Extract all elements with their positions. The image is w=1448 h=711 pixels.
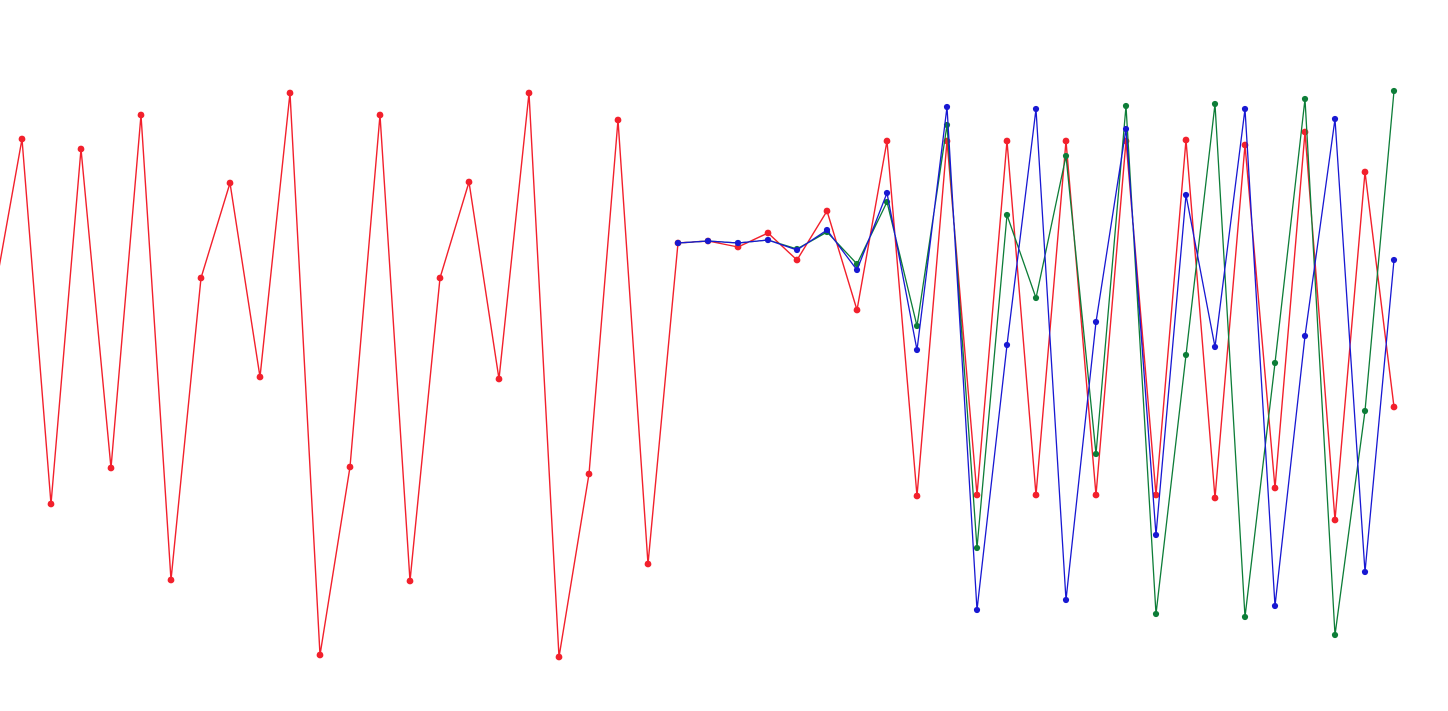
- red-series-marker: [883, 137, 891, 145]
- blue-series-marker: [1062, 596, 1070, 604]
- blue-series-marker: [1182, 191, 1190, 199]
- green-series-marker: [1301, 95, 1309, 103]
- red-series: [0, 89, 1398, 661]
- red-series-marker: [376, 111, 384, 119]
- red-series-marker: [197, 274, 205, 282]
- green-series-marker: [1241, 613, 1249, 621]
- red-series-marker: [1062, 137, 1070, 145]
- green-series-marker: [973, 544, 981, 552]
- red-series-marker: [1271, 484, 1279, 492]
- green-series-marker: [1003, 211, 1011, 219]
- red-series-marker: [77, 145, 85, 153]
- blue-series-marker: [943, 103, 951, 111]
- blue-series-marker: [1361, 568, 1369, 576]
- blue-series-marker: [1211, 343, 1219, 351]
- blue-series-marker: [764, 236, 772, 244]
- red-series-marker: [167, 576, 175, 584]
- red-series-marker: [525, 89, 533, 97]
- green-series-marker: [913, 322, 921, 330]
- red-series-marker: [913, 492, 921, 500]
- green-series-marker: [1032, 294, 1040, 302]
- red-series-marker: [585, 470, 593, 478]
- green-series-marker: [1211, 100, 1219, 108]
- red-series-marker: [1331, 516, 1339, 524]
- green-series-marker: [1092, 450, 1100, 458]
- blue-series-marker: [913, 346, 921, 354]
- blue-series-marker: [853, 266, 861, 274]
- green-series-line: [677, 90, 1395, 636]
- red-series-marker: [256, 373, 264, 381]
- blue-series-marker: [704, 237, 712, 245]
- blue-series-marker: [883, 189, 891, 197]
- blue-series-marker: [674, 239, 682, 247]
- red-series-marker: [973, 491, 981, 499]
- red-series-marker: [47, 500, 55, 508]
- blue-series-marker: [1003, 341, 1011, 349]
- green-series-marker: [1182, 351, 1190, 359]
- red-series-marker: [406, 577, 414, 585]
- blue-series-marker: [1122, 125, 1130, 133]
- blue-series-marker: [1241, 105, 1249, 113]
- blue-series-marker: [973, 606, 981, 614]
- red-series-marker: [1003, 137, 1011, 145]
- red-series-marker: [1211, 494, 1219, 502]
- red-series-marker: [853, 306, 861, 314]
- red-series-marker: [1361, 168, 1369, 176]
- red-series-marker: [465, 178, 473, 186]
- blue-series-marker: [1152, 531, 1160, 539]
- blue-series-marker: [1271, 602, 1279, 610]
- blue-series-marker: [793, 246, 801, 254]
- blue-series: [674, 103, 1398, 614]
- red-series-marker: [1152, 491, 1160, 499]
- red-series-marker: [18, 135, 26, 143]
- red-series-marker: [764, 229, 772, 237]
- green-series-marker: [1152, 610, 1160, 618]
- red-series-marker: [137, 111, 145, 119]
- red-series-marker: [1390, 403, 1398, 411]
- red-series-marker: [614, 116, 622, 124]
- red-series-marker: [436, 274, 444, 282]
- red-series-marker: [823, 207, 831, 215]
- red-series-marker: [1182, 136, 1190, 144]
- green-series-marker: [1122, 102, 1130, 110]
- blue-series-marker: [1301, 332, 1309, 340]
- green-series-marker: [1390, 87, 1398, 95]
- red-series-marker: [316, 651, 324, 659]
- red-series-marker: [1092, 491, 1100, 499]
- red-series-marker: [107, 464, 115, 472]
- red-series-marker: [495, 375, 503, 383]
- green-series: [674, 87, 1398, 639]
- red-series-marker: [793, 256, 801, 264]
- green-series-marker: [1361, 407, 1369, 415]
- blue-series-marker: [1092, 318, 1100, 326]
- red-series-marker: [286, 89, 294, 97]
- blue-series-marker: [1331, 115, 1339, 123]
- green-series-marker: [1271, 359, 1279, 367]
- red-series-marker: [555, 653, 563, 661]
- red-series-marker: [1032, 491, 1040, 499]
- blue-series-marker: [1390, 256, 1398, 264]
- red-series-marker: [644, 560, 652, 568]
- green-series-marker: [1331, 631, 1339, 639]
- green-series-marker: [1062, 152, 1070, 160]
- red-series-marker: [226, 179, 234, 187]
- red-series-line: [0, 92, 1395, 658]
- blue-series-marker: [1032, 105, 1040, 113]
- blue-series-marker: [734, 239, 742, 247]
- red-series-marker: [346, 463, 354, 471]
- blue-series-marker: [823, 226, 831, 234]
